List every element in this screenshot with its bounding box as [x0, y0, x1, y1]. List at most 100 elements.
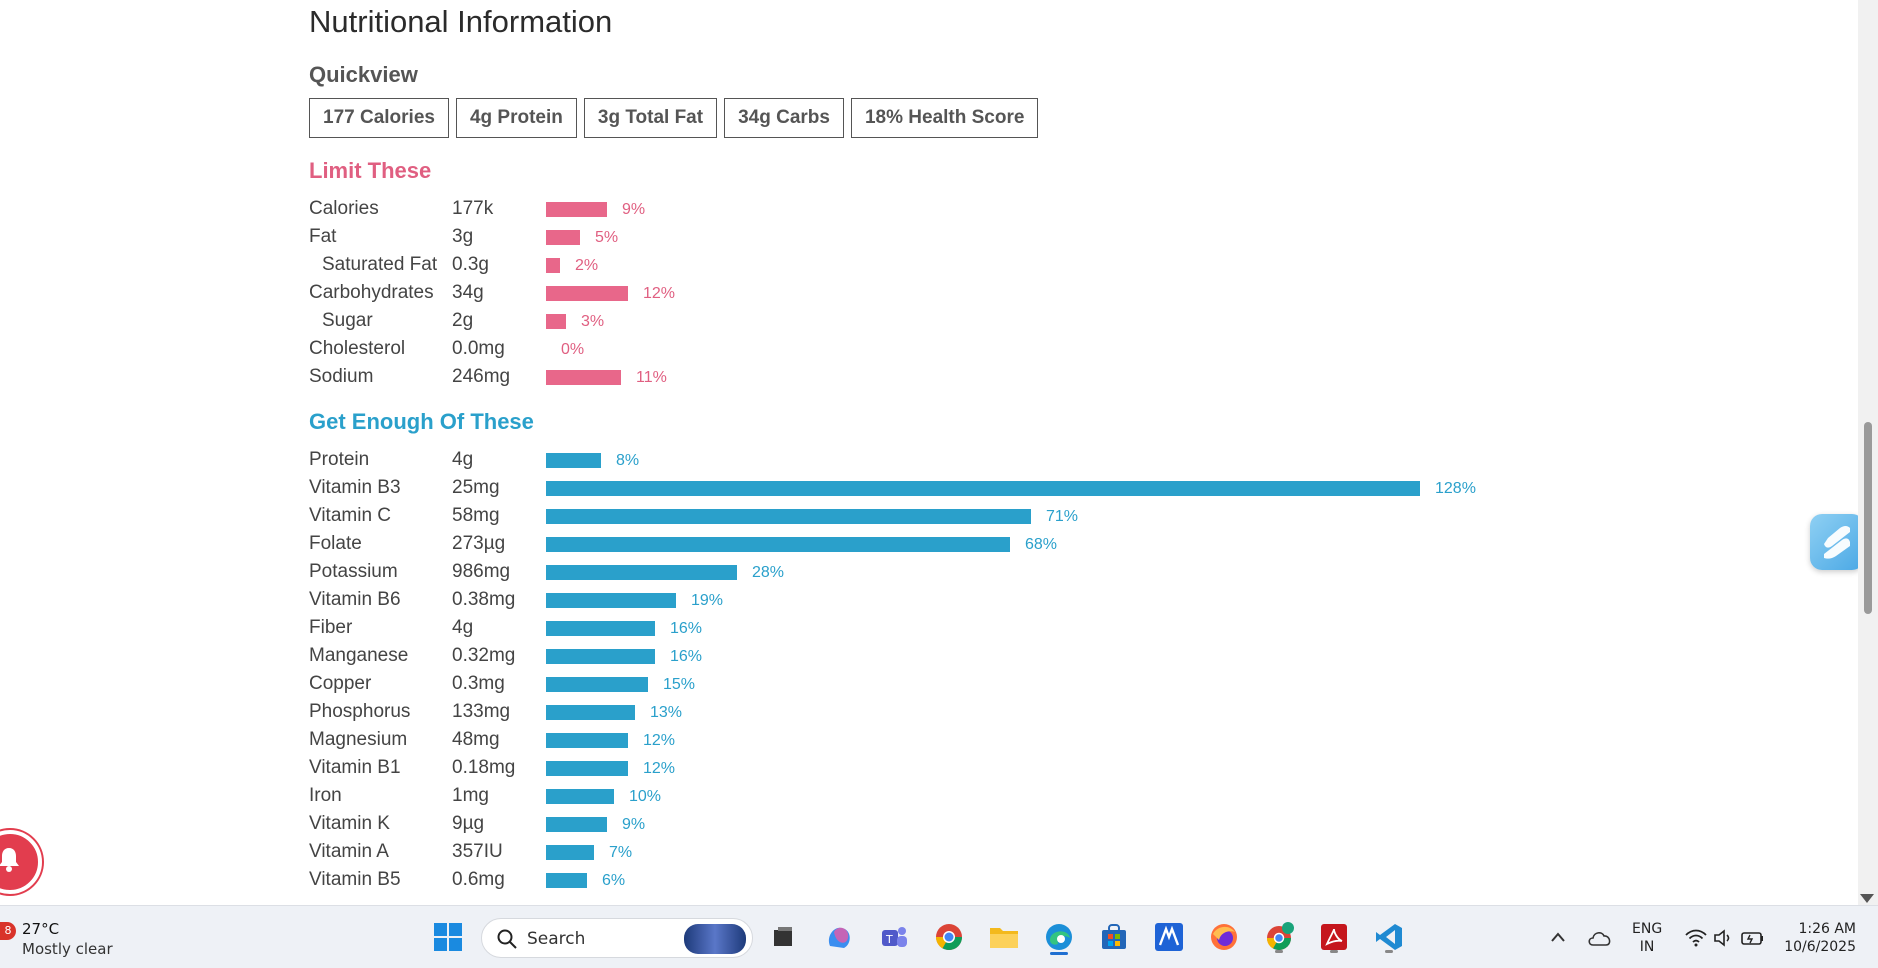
limit-row: Sodium 246mg 11%	[309, 364, 1609, 392]
enough-row: Vitamin B3 25mg 128%	[309, 475, 1609, 503]
nutrient-amount: 48mg	[452, 729, 500, 750]
nutrient-amount: 246mg	[452, 366, 511, 387]
limit-row: Cholesterol 0.0mg 0%	[309, 336, 1609, 364]
nutrient-bar	[546, 537, 1010, 552]
nutrient-bar	[546, 593, 676, 608]
nutrient-amount: 0.3mg	[452, 673, 505, 694]
nutrient-label: Potassium	[309, 561, 398, 582]
edge-active-indicator	[1050, 952, 1068, 955]
nutrient-label: Folate	[309, 533, 362, 554]
nutrient-percent: 0%	[561, 341, 585, 358]
nutrient-label: Protein	[309, 449, 370, 470]
nutrient-percent: 19%	[691, 592, 724, 609]
notification-bell-button[interactable]	[0, 830, 42, 894]
nutrient-percent: 12%	[643, 285, 676, 302]
svg-text:T: T	[885, 933, 893, 946]
floating-assistant-button[interactable]	[1810, 514, 1864, 570]
quickview-calories: 177 Calories	[309, 98, 449, 138]
enough-row: Potassium 986mg 28%	[309, 559, 1609, 587]
quick-settings-button[interactable]	[1680, 920, 1770, 956]
chrome-button[interactable]	[931, 919, 967, 955]
nutrient-label: Fiber	[309, 617, 353, 638]
nutrient-bar	[546, 314, 566, 329]
nutrient-amount: 1mg	[452, 785, 489, 806]
nutrient-amount: 58mg	[452, 505, 500, 526]
page-title: Nutritional Information	[309, 4, 613, 39]
firefox-button[interactable]	[1206, 919, 1242, 955]
nutrient-amount: 0.18mg	[452, 757, 516, 778]
acrobat-button[interactable]	[1316, 919, 1352, 955]
nutrient-label: Vitamin B6	[309, 589, 401, 610]
nutrient-amount: 177k	[452, 198, 494, 219]
page-content: Nutritional Information Quickview 177 Ca…	[0, 4, 1864, 895]
nutrient-label: Calories	[309, 198, 379, 219]
nutrient-bar	[546, 230, 580, 245]
language-code: ENG	[1632, 921, 1663, 937]
nutrient-amount: 0.32mg	[452, 645, 516, 666]
onedrive-button[interactable]	[1582, 920, 1618, 956]
nutrient-percent: 3%	[581, 313, 605, 330]
teams-icon: T	[882, 927, 907, 947]
system-clock[interactable]: 1:26 AM 10/6/2025	[1780, 920, 1856, 956]
start-button[interactable]	[430, 919, 466, 955]
scrollbar-thumb[interactable]	[1864, 422, 1872, 614]
enough-list: Protein 4g 8% Vitamin B3 25mg 128% Vitamin C 58…	[309, 447, 1609, 895]
weather-temperature: 27°C	[22, 920, 60, 938]
nutrient-percent: 68%	[1025, 536, 1058, 553]
folder-button[interactable]	[986, 919, 1022, 955]
enough-row: Fiber 4g 16%	[309, 615, 1609, 643]
nutrient-amount: 357IU	[452, 841, 503, 862]
nutrient-bar	[546, 705, 635, 720]
copilot-button[interactable]	[821, 919, 857, 955]
language-indicator[interactable]: ENG IN	[1632, 920, 1662, 956]
store-icon	[1102, 924, 1126, 949]
vscode-button[interactable]	[1371, 919, 1407, 955]
copilot-icon	[828, 927, 850, 948]
limit-heading: Limit These	[309, 158, 432, 183]
enough-heading: Get Enough Of These	[309, 409, 534, 434]
app-button[interactable]	[1151, 919, 1187, 955]
store-button[interactable]	[1096, 919, 1132, 955]
enough-row: Phosphorus 133mg 13%	[309, 699, 1609, 727]
nutrient-percent: 9%	[622, 816, 646, 833]
task-view-button[interactable]	[765, 919, 801, 955]
clock-date: 10/6/2025	[1784, 939, 1856, 955]
quickview-carbs: 34g Carbs	[724, 98, 844, 138]
vertical-scrollbar[interactable]	[1858, 0, 1878, 905]
edge-button[interactable]	[1041, 919, 1077, 955]
nutrient-percent: 10%	[629, 788, 662, 805]
chrome-icon	[935, 924, 963, 951]
teams-button[interactable]: T	[876, 919, 912, 955]
chrome-profile-icon	[1267, 922, 1294, 951]
nutrient-bar	[546, 481, 1420, 496]
nutrient-bar	[546, 649, 655, 664]
windows-logo-icon	[434, 923, 462, 951]
quickview-protein: 4g Protein	[455, 98, 577, 138]
nutrient-bar	[546, 789, 614, 804]
nutrient-percent: 12%	[643, 732, 676, 749]
enough-row: Magnesium 48mg 12%	[309, 727, 1609, 755]
nutrient-bar	[546, 761, 628, 776]
nutrient-label: Vitamin C	[309, 505, 392, 526]
cloud-icon	[1588, 932, 1611, 946]
limit-row: Saturated Fat 0.3g 2%	[309, 252, 1609, 280]
app-icon	[1155, 923, 1183, 951]
tray-chevron-up-icon[interactable]	[1550, 928, 1566, 947]
nutrient-label: Carbohydrates	[309, 282, 434, 303]
wifi-icon	[1685, 929, 1707, 947]
enough-row: Iron 1mg 10%	[309, 783, 1609, 811]
nutrient-percent: 71%	[1046, 508, 1079, 525]
nutrient-percent: 16%	[670, 620, 703, 637]
enough-row: Vitamin B5 0.6mg 6%	[309, 867, 1609, 895]
vscode-icon	[1376, 924, 1402, 950]
nutrient-amount: 4g	[452, 449, 474, 470]
bell-icon	[0, 848, 19, 872]
nutrient-percent: 13%	[650, 704, 683, 721]
taskbar-search[interactable]: Search	[481, 918, 753, 958]
nutrient-percent: 28%	[752, 564, 785, 581]
chrome-profile-button[interactable]	[1261, 919, 1297, 955]
nutrient-bar	[546, 873, 587, 888]
nutrient-percent: 12%	[643, 760, 676, 777]
scroll-down-arrow-icon[interactable]	[1860, 894, 1874, 903]
nutrient-label: Cholesterol	[309, 338, 406, 359]
